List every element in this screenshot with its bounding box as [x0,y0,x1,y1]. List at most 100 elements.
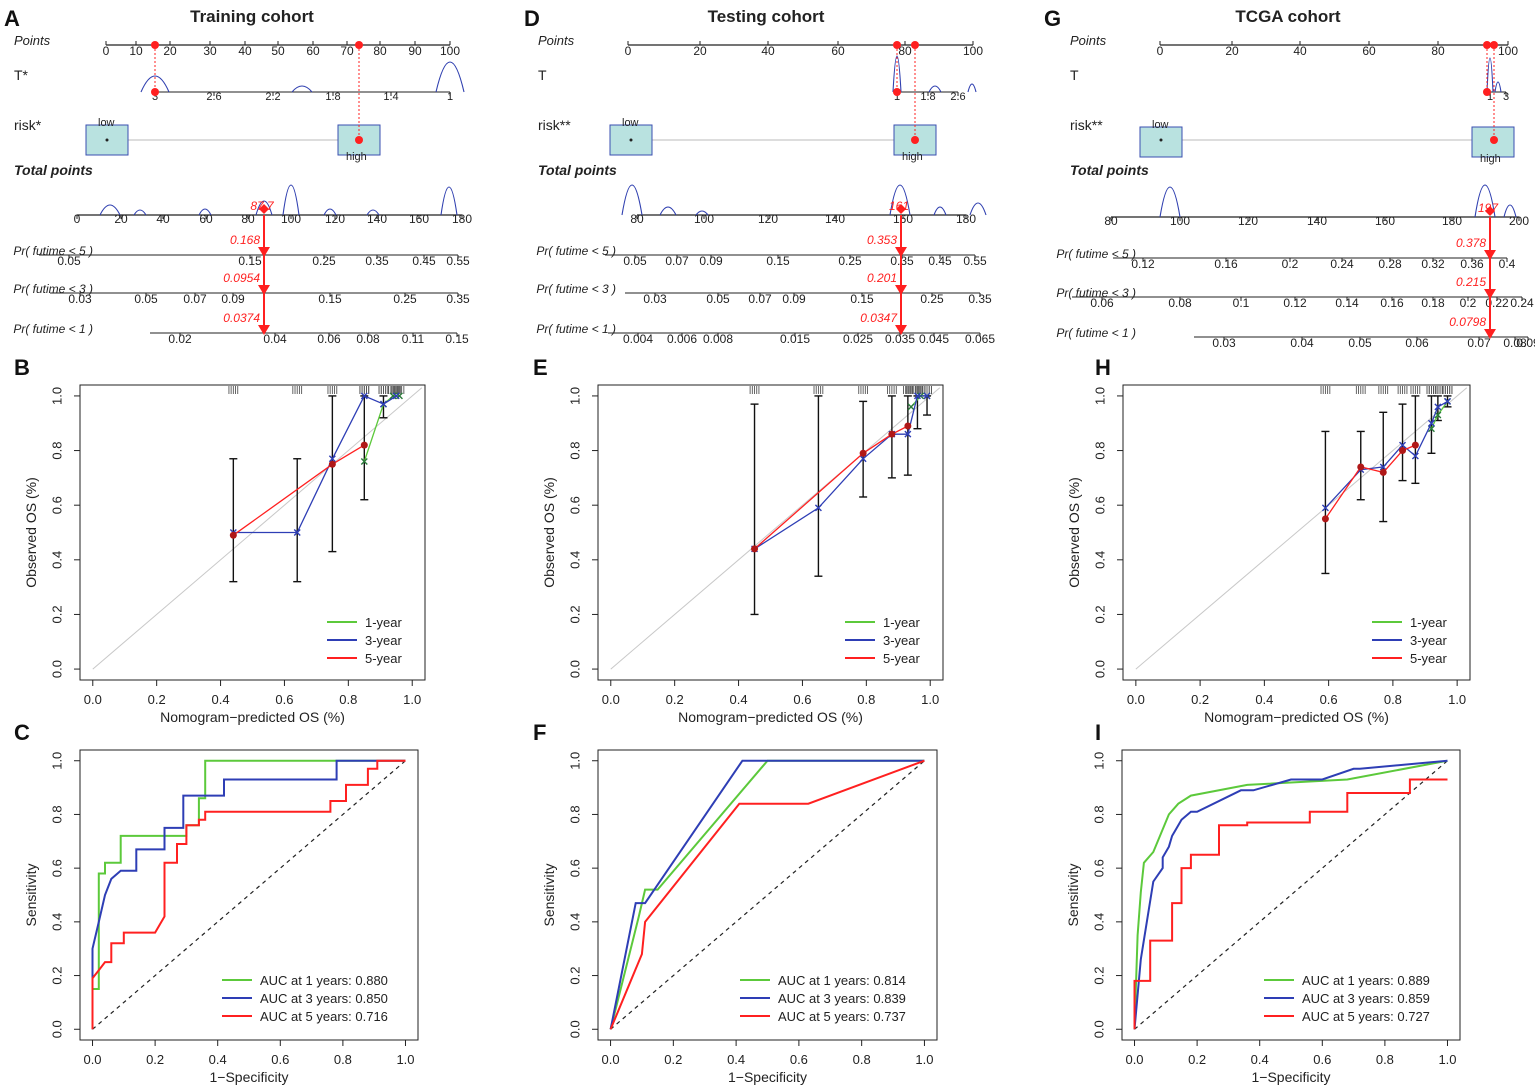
prob-tick-label: 0.35 [365,254,389,268]
chart-panel-c: C 0.0 0.2 0.4 0.6 0.8 1.0 0.0 0.2 0.4 0.6 0.8 1.0 1−S… [14,720,419,1085]
prob-tick-label: 0.15 [318,292,342,306]
x-tick-label: 0.2 [148,692,166,707]
points-tick-label: 80 [373,44,387,58]
risk-high-label: high [902,151,923,163]
t-density-curve [967,83,977,93]
prob-tick-label: 0.04 [1290,336,1314,350]
x-tick-label: 0.6 [271,1052,289,1067]
total-tick-label: 180 [956,212,976,226]
panel-letter: I [1095,720,1101,745]
points-tick-label: 20 [1225,44,1239,58]
prob-tick-label: 0.36 [1460,257,1484,271]
legend-label: 1-year [365,615,403,630]
y-axis-label: Observed OS (%) [23,477,39,587]
prob-tick-label: 0.25 [312,254,336,268]
prob-tick-label: 0.12 [1283,296,1307,310]
points-tick-label: 80 [898,44,912,58]
total-density-curve [282,184,300,216]
t-tick-label: 2.6 [950,91,965,103]
panel-letter: A [4,6,20,31]
points-tick-label: 100 [963,44,983,58]
series-point [1321,504,1329,512]
x-tick-label: 0.2 [664,1052,682,1067]
total-tick-label: 180 [452,212,472,226]
y-tick-label: 0.4 [1092,551,1107,569]
total-points-label: Total points [1070,162,1149,178]
total-tick-label: 120 [1238,214,1258,228]
red-t-marker [893,88,901,96]
y-axis-label: Observed OS (%) [541,477,557,587]
prob-label: Pr( futime < 3 ) [536,282,616,296]
points-tick-label: 100 [1498,44,1518,58]
x-tick-label: 0.0 [84,692,102,707]
total-value: 161 [889,199,909,213]
x-tick-label: 0.8 [334,1052,352,1067]
legend-label: 5-year [1410,651,1448,666]
series-point [907,403,915,411]
prob-tick-label: 0.09 [221,292,245,306]
t-label: T* [14,67,29,83]
x-axis-label: 1−Specificity [728,1069,807,1085]
total-tick-label: 140 [367,212,387,226]
nomogram-panel-g: G TCGA cohort Points 0 20 40 60 80 100 T 1 3 risk** l… [1044,6,1535,350]
red-total-marker [896,204,906,214]
series-point [360,441,368,449]
prob-tick-label: 0.24 [1510,296,1534,310]
y-tick-label: 0.6 [49,496,64,514]
y-tick-label: 0.6 [567,496,582,514]
chart-panel-e: E 0.0 0.2 0.4 0.6 0.8 1.0 0.0 0.2 0.4 0.6 0.8 1.0 Nom… [533,355,944,725]
prob-tick-label: 0.07 [665,254,689,268]
series-point [751,545,759,553]
x-tick-label: 0.6 [1320,692,1338,707]
prob-tick-label: 0.05 [623,254,647,268]
prob-tick-label: 0.15 [766,254,790,268]
total-density-curve [969,202,987,216]
prob-tick-label: 0.25 [920,292,944,306]
t-tick-label: 1 [1487,91,1493,103]
ideal-diagonal [610,387,941,670]
prob-value: 0.0374 [223,311,260,325]
series-line-1 [92,759,406,990]
red-risk-marker [355,136,363,144]
x-tick-label: 0.8 [1376,1052,1394,1067]
points-tick-label: 0 [625,44,632,58]
y-tick-label: 0.2 [567,967,582,985]
prob-tick-label: 0.08 [1503,336,1527,350]
prob-value: 0.378 [1456,236,1486,250]
y-tick-label: 0.8 [567,442,582,460]
total-tick-label: 100 [694,212,714,226]
red-point-marker [1483,41,1491,49]
total-tick-label: 160 [1375,214,1395,228]
total-points-label: Total points [14,162,93,178]
y-tick-label: 0.8 [1091,805,1106,823]
y-tick-label: 0.4 [1091,913,1106,931]
t-tick-label: 2.2 [265,91,280,103]
series-point [904,422,912,430]
red-arrowhead [258,247,270,257]
risk-low-label: low [622,117,639,129]
series-point [1411,452,1419,460]
t-density-curve [291,85,313,93]
red-arrowhead [895,247,907,257]
prob-label: Pr( futime < 1 ) [1056,326,1136,340]
x-tick-label: 0.8 [853,1052,871,1067]
total-tick-label: 180 [1442,214,1462,228]
red-point-marker [355,41,363,49]
t-tick-label: 1 [447,91,453,103]
series-line-2 [609,759,925,1030]
risk-low-dot [629,138,633,142]
total-density-curve [99,204,121,216]
legend-label: AUC at 1 years: 0.889 [1302,973,1430,988]
series-line-2 [1324,400,1448,509]
red-t-marker [151,88,159,96]
prob-label: Pr( futime < 5 ) [536,244,616,258]
x-tick-label: 0.2 [1191,692,1209,707]
points-tick-label: 0 [103,44,110,58]
series-line-3 [91,759,406,1030]
total-density-curve [1159,186,1181,218]
x-tick-label: 0.6 [275,692,293,707]
prob-tick-label: 0.15 [238,254,262,268]
y-tick-label: 0.2 [1092,605,1107,623]
prob-tick-label: 0.008 [703,332,733,346]
